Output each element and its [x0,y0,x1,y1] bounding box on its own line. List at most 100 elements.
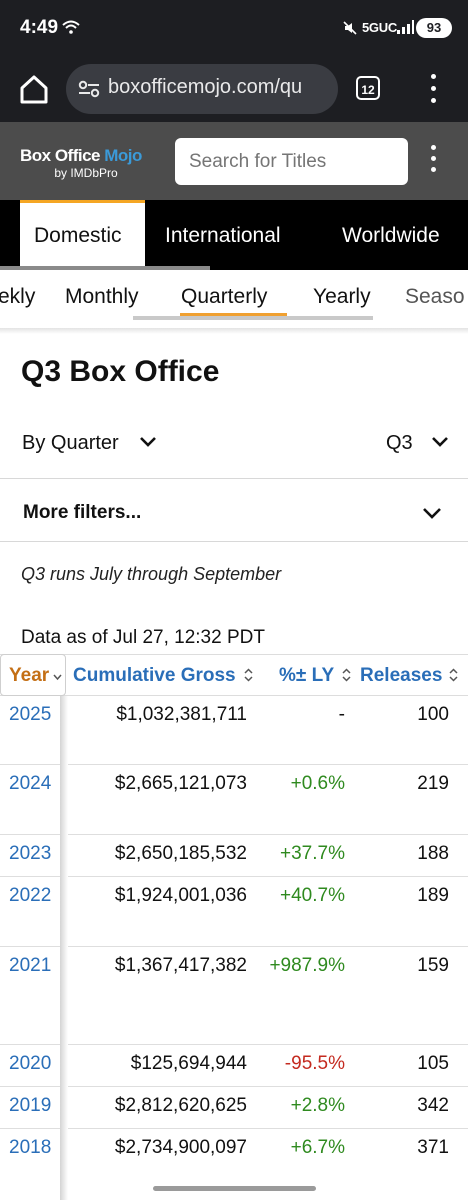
site-settings-icon[interactable] [78,80,100,98]
active-tab-indicator [180,313,287,316]
table-row: 2024 $2,665,121,073 +0.6% 219 [0,765,468,835]
sort-icon [53,674,62,681]
table-row: 2020 $125,694,944 -95.5% 105 [0,1045,468,1087]
gross-value: $1,032,381,711 [116,704,247,725]
sort-icon [342,668,351,682]
releases-count: 159 [417,955,449,976]
site-logo[interactable]: Box Office Mojo by IMDbPro [20,146,152,180]
gross-value: $2,650,185,532 [114,843,247,864]
year-link[interactable]: 2019 [9,1095,52,1116]
clock: 4:49 [20,17,59,38]
releases-count: 188 [417,843,449,864]
logo-accent: Mojo [104,146,142,165]
column-pct-change[interactable]: %± LY [279,665,351,687]
releases-count: 371 [417,1137,449,1158]
sort-icon [449,668,458,682]
releases-count: 105 [417,1053,449,1074]
column-releases[interactable]: Releases [360,665,458,687]
tab-monthly[interactable]: Monthly [65,285,139,308]
column-releases-label: Releases [360,665,443,686]
signal-icon [397,20,414,34]
chevron-down-icon [432,437,449,447]
region-tabs: Domestic International Worldwide [0,200,468,270]
status-bar: 4:49 5GUC 93 [0,0,468,56]
logo-text: Box Office [20,146,105,165]
gross-value: $1,924,001,036 [114,885,247,906]
quarter-select-label: Q3 [386,432,413,454]
home-icon[interactable] [14,69,54,109]
chevron-down-icon [423,508,441,519]
divider [0,328,468,334]
pct-change: - [338,704,345,725]
address-bar[interactable]: boxofficemojo.com/qu [66,64,338,114]
year-column-header-frame [0,654,66,696]
battery-indicator: 93 [416,18,452,38]
column-cumulative-gross[interactable]: Cumulative Gross [73,665,253,687]
pct-change: +40.7% [280,885,345,906]
year-link[interactable]: 2025 [9,704,52,725]
tab-weekly[interactable]: ekly [0,285,36,308]
column-pct-label: %± LY [279,665,335,686]
year-link[interactable]: 2022 [9,885,52,906]
pct-change: +37.7% [280,843,345,864]
tab-seasonal[interactable]: Seaso [405,285,465,308]
releases-count: 219 [417,773,449,794]
mute-icon [343,21,357,35]
chevron-down-icon [140,437,157,447]
gross-value: $1,367,417,382 [114,955,247,976]
gross-value: $125,694,944 [130,1053,247,1074]
year-link[interactable]: 2023 [9,843,52,864]
table-row: 2019 $2,812,620,625 +2.8% 342 [0,1087,468,1129]
year-link[interactable]: 2024 [9,773,52,794]
browser-toolbar: boxofficemojo.com/qu 12 [0,56,468,122]
tab-switcher-button[interactable]: 12 [356,76,380,100]
site-menu-icon[interactable] [424,142,444,176]
pct-change: +6.7% [290,1137,345,1158]
year-link[interactable]: 2021 [9,955,52,976]
view-select[interactable]: By Quarter [22,432,158,455]
year-link[interactable]: 2020 [9,1053,52,1074]
pct-change: -95.5% [284,1053,345,1074]
pct-change: +2.8% [290,1095,345,1116]
releases-count: 342 [417,1095,449,1116]
table-row: 2018 $2,734,900,097 +6.7% 371 [0,1129,468,1200]
search-input[interactable] [175,138,408,185]
gross-value: $2,812,620,625 [114,1095,247,1116]
tab-worldwide[interactable]: Worldwide [342,224,440,247]
data-table: 2025 $1,032,381,711 - 100 2024 $2,665,12… [0,696,468,1200]
releases-count: 189 [417,885,449,906]
table-row: 2025 $1,032,381,711 - 100 [0,696,468,765]
gesture-bar[interactable] [153,1186,316,1191]
region-tabs-scrollbar [0,266,210,270]
quarter-note: Q3 runs July through September [21,564,282,584]
tab-yearly[interactable]: Yearly [313,285,371,308]
sticky-column-shadow [60,696,68,1200]
logo-subtitle: by IMDbPro [54,166,118,180]
gross-value: $2,734,900,097 [114,1137,247,1158]
column-gross-label: Cumulative Gross [73,665,236,686]
gross-value: $2,665,121,073 [114,773,247,794]
table-row: 2021 $1,367,417,382 +987.9% 159 [0,947,468,1045]
quarter-select[interactable]: Q3 [386,432,450,455]
pct-change: +0.6% [290,773,345,794]
more-filters-toggle[interactable]: More filters... [0,478,468,542]
view-select-label: By Quarter [22,432,119,454]
year-link[interactable]: 2018 [9,1137,52,1158]
column-year[interactable]: Year [9,665,62,687]
page-title: Q3 Box Office [21,355,220,388]
sort-icon [244,668,253,682]
network-type: 5GUC [362,20,397,35]
table-header: Year Cumulative Gross %± LY Releases [0,654,468,696]
overflow-menu-icon[interactable] [424,72,444,106]
tab-domestic[interactable]: Domestic [20,200,145,270]
url-text[interactable]: boxofficemojo.com/qu [108,76,303,98]
site-header: Box Office Mojo by IMDbPro [0,122,468,200]
more-filters-label: More filters... [23,502,142,523]
tab-international[interactable]: International [165,224,281,247]
wifi-icon [62,20,80,34]
table-row: 2022 $1,924,001,036 +40.7% 189 [0,877,468,947]
pct-change: +987.9% [269,955,345,976]
column-year-label: Year [9,665,50,686]
table-row: 2023 $2,650,185,532 +37.7% 188 [0,835,468,877]
tab-quarterly[interactable]: Quarterly [181,285,268,308]
